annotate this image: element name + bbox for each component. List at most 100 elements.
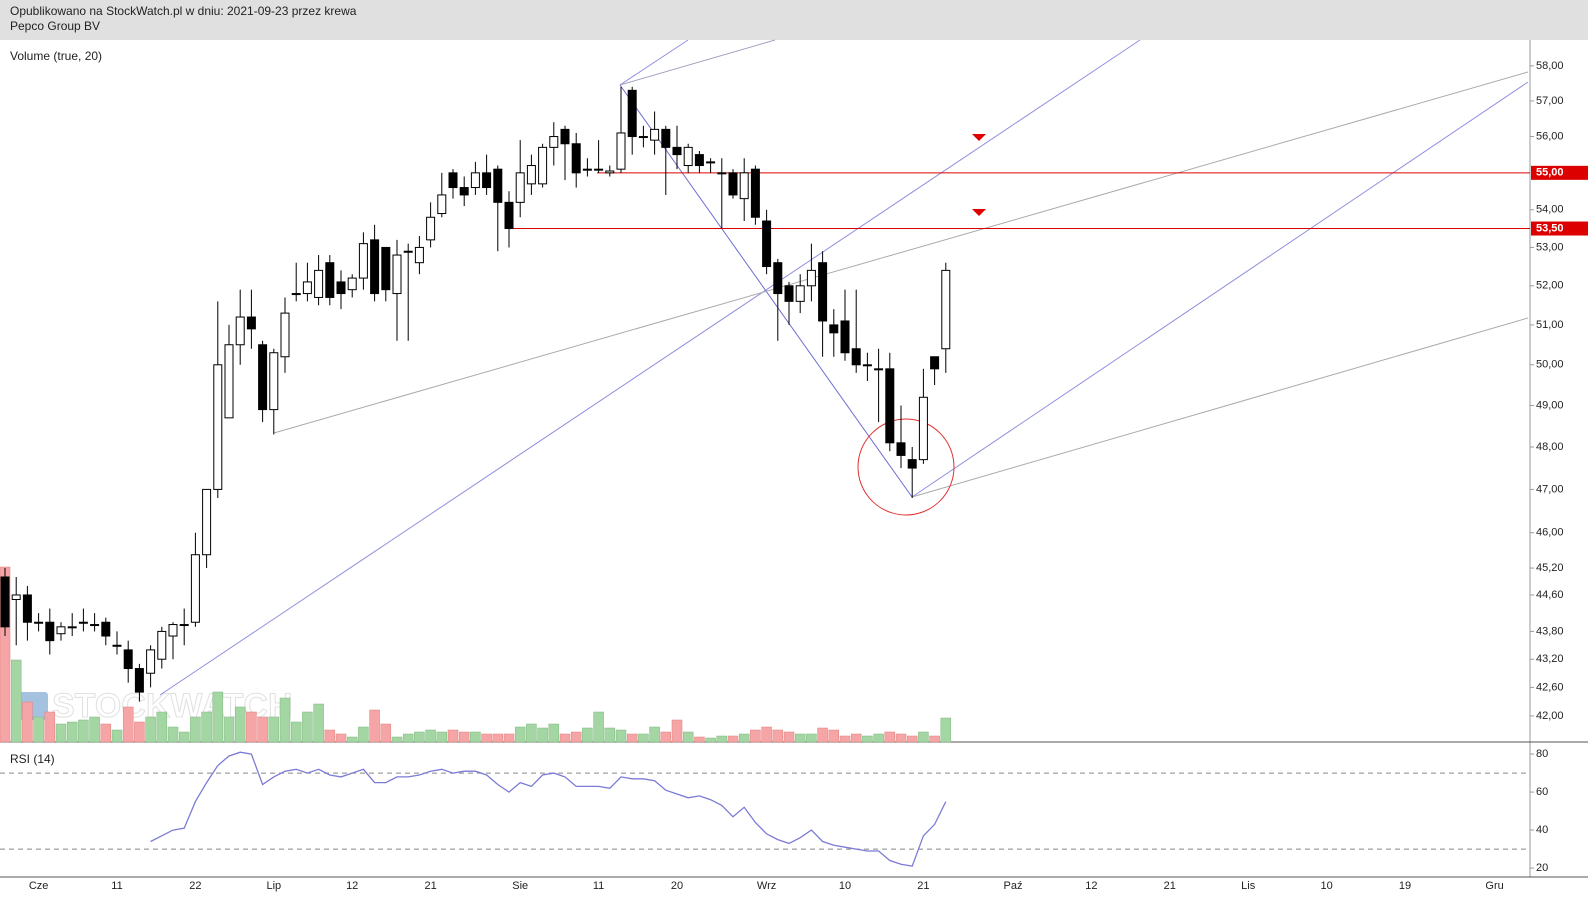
x-tick-label: Lip — [266, 880, 281, 892]
volume-bar — [447, 729, 459, 743]
candle-body — [918, 396, 928, 461]
volume-bar — [268, 716, 280, 743]
candle-body — [34, 621, 44, 624]
volume-bar — [615, 729, 627, 743]
candle-body — [706, 161, 716, 164]
candle-body — [291, 293, 301, 296]
candle-body — [762, 220, 772, 268]
trend-line — [273, 71, 1529, 434]
volume-bar — [806, 733, 817, 743]
candle-body — [560, 128, 570, 145]
x-tick-label: Paź — [1004, 880, 1023, 892]
y-tick-label: 49,00 — [1536, 399, 1564, 411]
rsi-label: RSI (14) — [10, 752, 55, 766]
volume-bar — [593, 711, 604, 743]
volume-bar — [850, 733, 862, 743]
candle-body — [56, 626, 66, 635]
candle-body — [750, 168, 760, 218]
x-tick-label: 12 — [346, 880, 358, 892]
candle-body — [146, 649, 156, 674]
candle-body — [426, 216, 436, 241]
candle-body — [694, 154, 704, 167]
volume-bar — [246, 711, 257, 743]
volume-bar — [481, 733, 492, 743]
volume-bar — [145, 716, 156, 743]
candle-body — [605, 170, 615, 174]
candle-body — [90, 624, 100, 627]
candle-body — [123, 649, 133, 670]
candle-body — [795, 285, 805, 302]
y-tick-label: 53,00 — [1536, 241, 1564, 253]
volume-bar — [100, 723, 112, 743]
volume-bar — [313, 703, 324, 743]
volume-bar — [436, 731, 448, 743]
volume-bar — [828, 729, 840, 743]
candle-body — [672, 146, 682, 156]
candle-body — [459, 187, 469, 196]
x-tick-label: 22 — [189, 880, 201, 892]
candle-body — [302, 281, 312, 295]
volume-bar — [526, 723, 537, 743]
volume-bar — [402, 733, 414, 743]
y-tick-label: 43,20 — [1536, 653, 1564, 665]
candle-body — [392, 254, 402, 295]
candle-body — [638, 136, 648, 139]
y-tick-label: 58,00 — [1536, 60, 1564, 72]
volume-bar — [346, 736, 358, 743]
volume-bar — [201, 711, 212, 743]
y-tick-label: 42,60 — [1536, 681, 1564, 693]
candle-body — [515, 172, 525, 203]
volume-bar — [940, 717, 952, 743]
x-tick-label: Sie — [512, 880, 528, 892]
x-tick-label: Lis — [1241, 880, 1256, 892]
candle-body — [627, 89, 637, 138]
volume-bar — [10, 659, 22, 743]
candle-body — [784, 285, 794, 302]
volume-bar — [234, 706, 246, 743]
volume-bar — [156, 711, 168, 743]
volume-bar — [492, 733, 504, 743]
candle-body — [224, 344, 234, 419]
rsi-line — [150, 751, 947, 867]
volume-bar — [89, 716, 100, 743]
y-tick-label: 80 — [1536, 748, 1548, 760]
volume-bar — [290, 721, 302, 743]
volume-bar — [212, 691, 224, 743]
trend-line — [619, 39, 776, 86]
marker-triangle — [972, 209, 986, 216]
candle-body — [213, 364, 223, 490]
candle-body — [907, 459, 917, 469]
candle-body — [650, 128, 660, 141]
volume-bar — [649, 726, 660, 743]
candle-body — [11, 594, 21, 600]
candle-body — [314, 269, 324, 298]
volume-bar — [660, 731, 672, 743]
marker-triangle — [972, 134, 986, 141]
candle-body — [930, 356, 940, 370]
candle-body — [190, 554, 200, 623]
y-tick-label: 57,00 — [1536, 95, 1564, 107]
level-label: 53,50 — [1536, 222, 1564, 234]
volume-bar — [862, 735, 873, 743]
volume-bar — [570, 731, 582, 743]
candle-body — [493, 168, 503, 203]
candle-body — [202, 488, 212, 556]
volume-bar — [44, 711, 56, 743]
candle-body — [336, 281, 346, 295]
x-tick-label: Cze — [29, 880, 49, 892]
y-tick-label: 42,00 — [1536, 710, 1564, 722]
volume-bar — [66, 721, 78, 743]
volume-bar — [738, 733, 750, 743]
volume-bar — [761, 726, 772, 743]
candle-body — [594, 168, 604, 171]
volume-bar — [190, 716, 201, 743]
level-box — [1531, 165, 1588, 180]
trend-line — [911, 81, 1529, 498]
volume-bar — [884, 731, 896, 743]
volume-bar — [537, 727, 548, 743]
volume-bar — [727, 735, 739, 743]
candle-body — [78, 621, 88, 624]
volume-bar — [682, 731, 694, 743]
candle-body — [538, 146, 548, 185]
volume-bar — [33, 716, 44, 743]
